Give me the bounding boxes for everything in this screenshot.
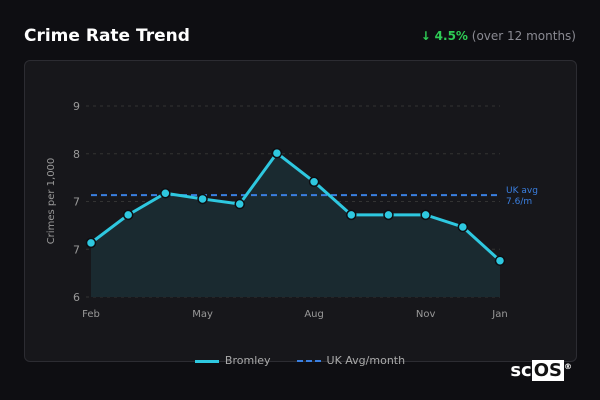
series-line-bromley xyxy=(90,151,502,262)
data-point xyxy=(85,237,97,249)
data-point xyxy=(160,187,171,199)
change-indicator: ↓ 4.5% (over 12 months) xyxy=(421,29,576,43)
y-tick-label: 8 xyxy=(73,148,80,161)
data-point xyxy=(271,147,283,159)
change-note: (over 12 months) xyxy=(471,29,576,43)
y-tick-label: 7 xyxy=(73,243,80,256)
x-tick-label: May xyxy=(192,309,213,320)
page-title: Crime Rate Trend xyxy=(24,26,190,46)
series-area xyxy=(91,153,500,297)
down-arrow-icon: ↓ xyxy=(420,29,431,43)
y-tick-label: 6 xyxy=(73,291,80,304)
change-percent: 4.5% xyxy=(434,29,468,43)
data-point xyxy=(494,255,506,266)
data-point xyxy=(346,209,357,221)
reference-value-label: 7.6/m xyxy=(506,197,532,207)
legend-item-bromley[interactable]: Bromley xyxy=(194,354,271,367)
reference-label: UK avg xyxy=(506,186,538,196)
data-point xyxy=(420,209,431,221)
legend-item-uk-avg[interactable]: UK Avg/month xyxy=(296,354,405,367)
y-tick-label: 9 xyxy=(73,100,80,113)
legend: Bromley UK Avg/month xyxy=(0,354,600,367)
data-point xyxy=(197,193,208,205)
data-point xyxy=(383,209,394,221)
data-point xyxy=(308,176,320,188)
x-tick-label: Nov xyxy=(416,309,436,320)
y-tick-label: 7 xyxy=(73,196,80,209)
x-tick-label: Aug xyxy=(304,309,324,320)
y-axis-label: Crimes per 1,000 xyxy=(46,158,57,245)
data-point xyxy=(234,198,245,210)
data-point xyxy=(457,221,469,233)
x-tick-label: Jan xyxy=(491,309,507,320)
x-tick-label: Feb xyxy=(82,309,100,320)
data-point xyxy=(122,209,134,221)
scos-logo: sc OS ® xyxy=(510,360,572,381)
